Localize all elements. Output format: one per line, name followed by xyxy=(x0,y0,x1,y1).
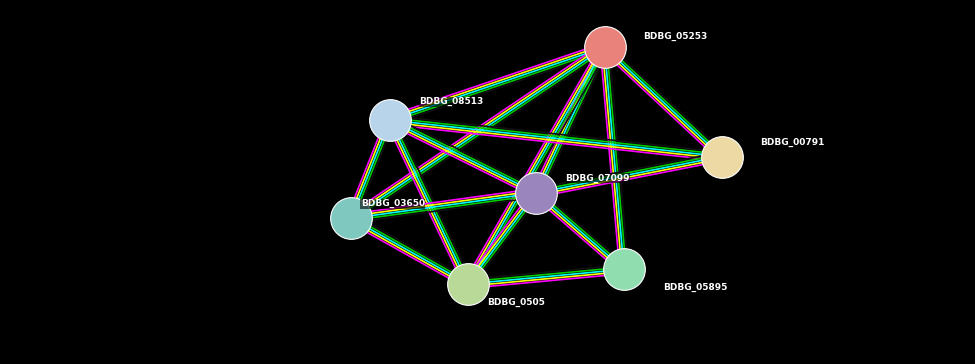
Point xyxy=(597,44,612,50)
Point xyxy=(714,154,729,159)
Text: BDBG_03650: BDBG_03650 xyxy=(361,199,425,209)
Text: BDBG_00791: BDBG_00791 xyxy=(760,137,825,147)
Text: BDBG_05253: BDBG_05253 xyxy=(644,32,708,41)
Text: BDBG_07099: BDBG_07099 xyxy=(566,174,630,183)
Text: BDBG_05895: BDBG_05895 xyxy=(663,283,727,292)
Point xyxy=(528,190,544,196)
Text: BDBG_08513: BDBG_08513 xyxy=(419,97,484,107)
Point xyxy=(343,215,359,221)
Point xyxy=(616,266,632,272)
Point xyxy=(382,117,398,123)
Point xyxy=(460,281,476,287)
Text: BDBG_0505: BDBG_0505 xyxy=(488,297,545,307)
